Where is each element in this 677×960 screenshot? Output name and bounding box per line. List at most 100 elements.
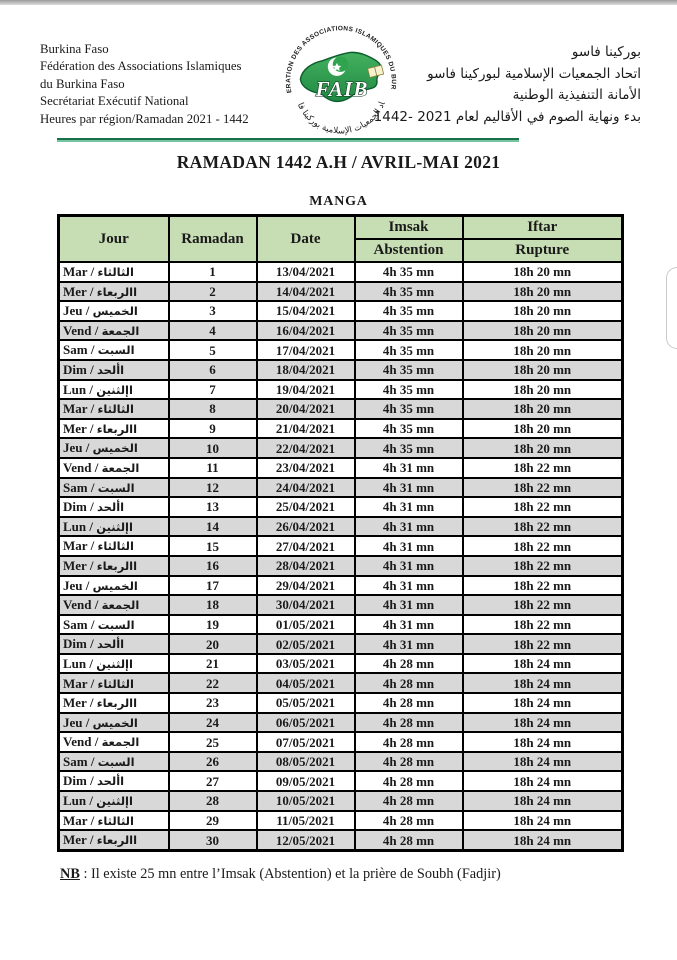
ramadan-day-cell: 16 (167, 554, 258, 577)
day-name-ar: الثالثاء (97, 402, 134, 417)
iftar-cell: 18h 22 mn (461, 594, 624, 616)
imsak-cell: 4h 35 mn (353, 398, 464, 420)
date-cell: 19/04/2021 (255, 378, 356, 401)
col-header-ramadan: Ramadan (167, 214, 258, 263)
table-row: Mar / الثالثاء 15 27/04/2021 4h 31 mn 18… (57, 535, 624, 557)
ramadan-day-cell: 7 (167, 378, 258, 401)
scan-right-edge-artifact (666, 267, 677, 349)
jour-cell: Jeu / الخميس (57, 711, 170, 734)
day-name-fr: Mar (63, 401, 88, 417)
day-separator: / (86, 832, 97, 848)
ramadan-day-cell: 24 (167, 711, 258, 734)
day-separator: / (86, 557, 97, 573)
imsak-cell: 4h 35 mn (353, 319, 464, 342)
day-name-ar: األحد (96, 363, 125, 378)
day-name-ar: اإلثنين (96, 656, 133, 671)
day-name-fr: Dim (63, 636, 87, 652)
header-left-block: Burkina Faso Fédération des Associations… (40, 41, 249, 128)
ramadan-day-cell: 12 (167, 476, 258, 499)
jour-cell: Vend / الجمعة (57, 731, 170, 753)
day-name-ar: االربعاء (96, 421, 138, 436)
header-line-heures: Heures par région/Ramadan 2021 - 1442 (40, 111, 249, 126)
day-separator: / (82, 303, 93, 319)
imsak-cell: 4h 28 mn (353, 672, 464, 695)
date-cell: 08/05/2021 (255, 750, 356, 773)
day-separator: / (91, 597, 102, 613)
table-row: Dim / األحد 20 02/05/2021 4h 31 mn 18h 2… (57, 633, 624, 655)
header-right-block: بوركينا فاسو اتحاد الجمعيات الإسلامية لب… (374, 42, 641, 128)
header-line-ar-fasting: بدء ونهاية الصوم في الأقاليم لعام 2021 -… (373, 108, 641, 125)
day-separator: / (86, 773, 97, 789)
imsak-cell: 4h 31 mn (353, 535, 464, 557)
ramadan-timetable: Jour Ramadan Date Imsak Iftar Abstention… (57, 214, 624, 852)
imsak-cell: 4h 28 mn (353, 750, 464, 773)
day-name-fr: Lun (63, 381, 87, 397)
jour-cell: Sam / السبت (57, 476, 170, 499)
date-cell: 02/05/2021 (255, 633, 356, 655)
day-name-ar: الثالثاء (97, 676, 134, 691)
iftar-cell: 18h 24 mn (461, 652, 624, 675)
jour-cell: Dim / األحد (57, 633, 170, 655)
date-cell: 11/05/2021 (255, 809, 356, 832)
day-name-fr: Mar (63, 675, 88, 691)
day-name-ar: السبت (97, 480, 135, 495)
imsak-cell: 4h 31 mn (353, 613, 464, 636)
faib-logo-icon: FEDERATION DES ASSOCIATIONS ISLAMIQUES D… (271, 11, 396, 136)
jour-cell: Mar / الثالثاء (57, 809, 170, 832)
jour-cell: Mar / الثالثاء (57, 672, 170, 695)
imsak-cell: 4h 31 mn (353, 515, 464, 538)
jour-cell: Sam / السبت (57, 339, 170, 361)
header-divider-rule (57, 138, 519, 142)
table-row: Mer / االربعاء 23 05/05/2021 4h 28 mn 18… (57, 692, 624, 714)
jour-cell: Lun / اإلثنين (57, 790, 170, 812)
table-row: Jeu / الخميس 24 06/05/2021 4h 28 mn 18h … (57, 711, 624, 734)
day-name-fr: Jeu (63, 440, 83, 456)
day-name-ar: الثالثاء (97, 539, 134, 554)
header-line-ar-country: بوركينا فاسو (571, 44, 641, 60)
iftar-cell: 18h 20 mn (461, 417, 624, 440)
day-name-fr: Dim (63, 362, 87, 378)
ramadan-day-cell: 9 (167, 417, 258, 440)
col-header-jour: Jour (57, 214, 170, 263)
iftar-cell: 18h 20 mn (461, 437, 624, 459)
nb-text: : Il existe 25 mn entre l’Imsak (Abstent… (79, 866, 501, 882)
table-row: Mer / االربعاء 2 14/04/2021 4h 35 mn 18h… (57, 280, 624, 303)
table-row: Jeu / الخميس 3 15/04/2021 4h 35 mn 18h 2… (57, 300, 624, 322)
jour-cell: Dim / األحد (57, 358, 170, 381)
iftar-cell: 18h 22 mn (461, 633, 624, 655)
date-cell: 14/04/2021 (255, 280, 356, 303)
imsak-cell: 4h 28 mn (353, 692, 464, 714)
jour-cell: Mer / االربعاء (57, 829, 170, 852)
date-cell: 28/04/2021 (255, 554, 356, 577)
imsak-cell: 4h 31 mn (353, 554, 464, 577)
table-row: Jeu / الخميس 17 29/04/2021 4h 31 mn 18h … (57, 574, 624, 597)
day-separator: / (86, 695, 97, 711)
header-line-ar-federation: اتحاد الجمعيات الإسلامية لبوركينا فاسو (427, 65, 641, 82)
date-cell: 29/04/2021 (255, 574, 356, 597)
day-separator: / (86, 283, 97, 299)
iftar-cell: 18h 22 mn (461, 535, 624, 557)
jour-cell: Vend / الجمعة (57, 319, 170, 342)
day-name-ar: الخميس (92, 441, 138, 456)
iftar-cell: 18h 20 mn (461, 398, 624, 420)
day-separator: / (82, 440, 93, 456)
date-cell: 23/04/2021 (255, 456, 356, 479)
day-separator: / (87, 675, 98, 691)
jour-cell: Vend / الجمعة (57, 456, 170, 479)
book-icon (367, 64, 385, 78)
date-cell: 07/05/2021 (255, 731, 356, 753)
table-row: Jeu / الخميس 10 22/04/2021 4h 35 mn 18h … (57, 437, 624, 459)
iftar-cell: 18h 24 mn (461, 770, 624, 793)
iftar-cell: 18h 20 mn (461, 261, 624, 283)
day-separator: / (87, 401, 98, 417)
day-name-fr: Dim (63, 773, 87, 789)
iftar-cell: 18h 20 mn (461, 378, 624, 401)
header-line-federation: Fédération des Associations Islamiques (40, 59, 242, 74)
iftar-cell: 18h 22 mn (461, 554, 624, 577)
day-name-fr: Jeu (63, 577, 83, 593)
iftar-cell: 18h 20 mn (461, 339, 624, 361)
table-row: Mer / االربعاء 30 12/05/2021 4h 28 mn 18… (57, 829, 624, 852)
header-line-ar-secretariat: الأمانة التنفيذية الوطنية (512, 87, 641, 103)
day-name-ar: الجمعة (101, 735, 140, 750)
date-cell: 06/05/2021 (255, 711, 356, 734)
